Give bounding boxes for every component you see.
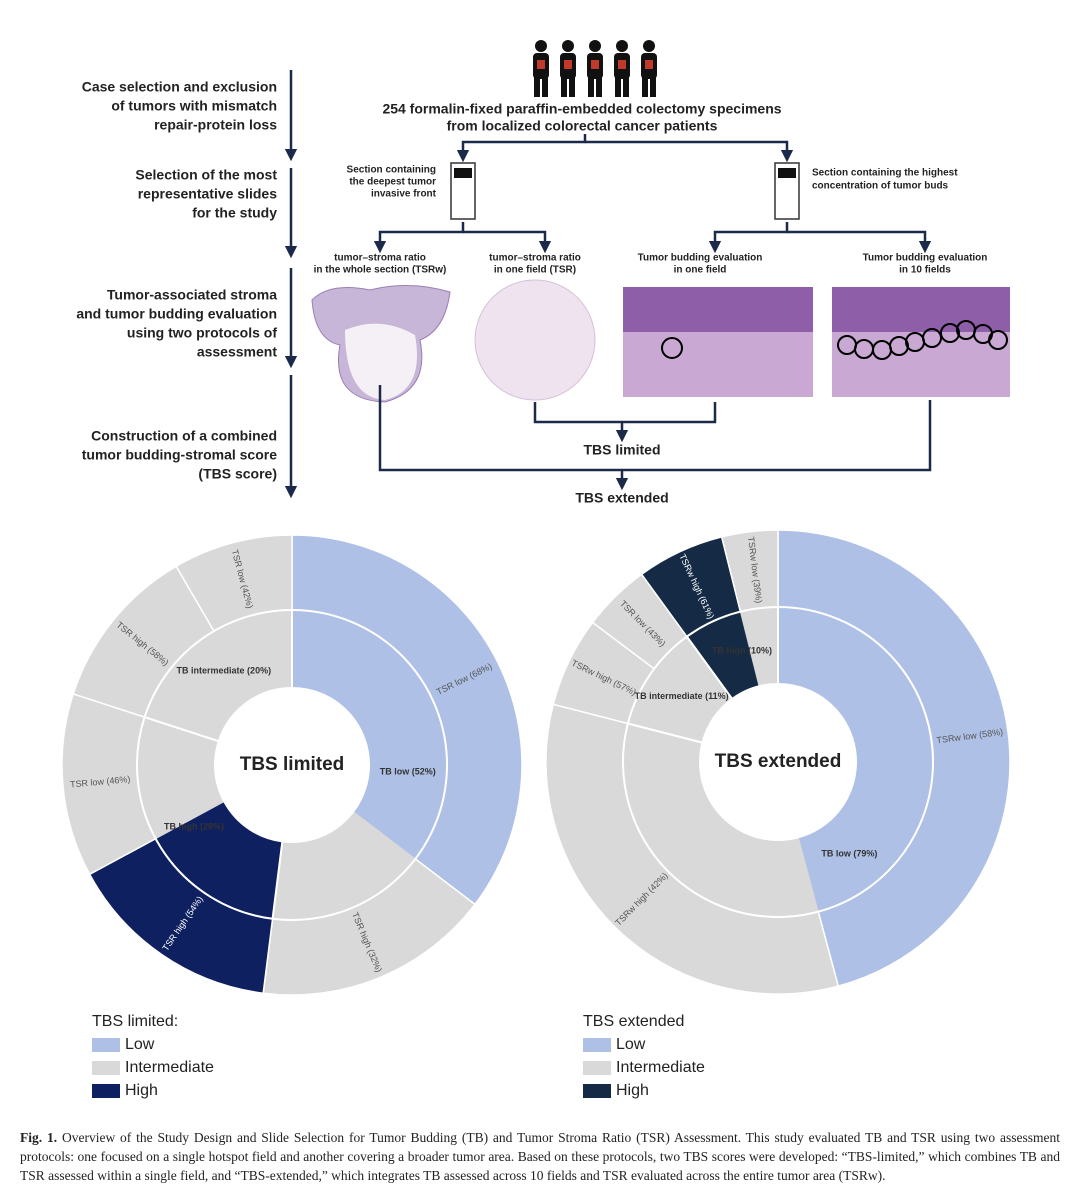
tissue-images xyxy=(311,279,1010,403)
step-text: Construction of a combined xyxy=(91,428,277,444)
evaluation-label: in the whole section (TSRw) xyxy=(314,265,447,276)
step-text: (TBS score) xyxy=(198,466,277,482)
legend-swatch xyxy=(92,1084,120,1098)
step-text: representative slides xyxy=(138,186,278,202)
legend-label: Low xyxy=(125,1036,155,1053)
section-label: the deepest tumor xyxy=(349,177,436,188)
legend-swatch xyxy=(583,1038,611,1052)
score-label: TBS extended xyxy=(575,490,668,506)
section-label: invasive front xyxy=(371,189,437,200)
legend-label: High xyxy=(616,1082,649,1099)
segment-label: TB intermediate (20%) xyxy=(177,666,272,676)
step-text: of tumors with mismatch xyxy=(111,98,277,114)
step-text: Selection of the most xyxy=(135,167,277,183)
section-label: concentration of tumor buds xyxy=(812,181,949,192)
evaluation-label: tumor–stroma ratio xyxy=(489,253,581,264)
score-label: TBS limited xyxy=(583,442,660,458)
legend-label: Low xyxy=(616,1036,646,1053)
slide-icons xyxy=(450,162,800,220)
step-text: using two protocols of xyxy=(127,325,277,341)
step-text: and tumor budding evaluation xyxy=(76,306,277,322)
step-text: assessment xyxy=(197,344,278,360)
legend-title: TBS extended xyxy=(583,1013,684,1030)
caption-label: Fig. 1. xyxy=(20,1130,58,1145)
evaluation-label: Tumor budding evaluation xyxy=(638,253,763,264)
caption-text: Overview of the Study Design and Slide S… xyxy=(20,1130,1060,1183)
section-label: Section containing the highest xyxy=(812,168,958,179)
score-arrows xyxy=(378,385,932,491)
evaluation-label: in one field (TSR) xyxy=(494,265,576,276)
segment-label: TB high (28%) xyxy=(164,822,224,832)
evaluation-label: Tumor budding evaluation xyxy=(863,253,988,264)
segment-label: TB intermediate (11%) xyxy=(635,691,729,701)
center-hole xyxy=(215,688,369,842)
legend-swatch xyxy=(583,1061,611,1075)
patient-icons xyxy=(533,40,657,97)
branch-arrows xyxy=(373,134,932,254)
caption: Fig. 1. Overview of the Study Design and… xyxy=(20,1128,1060,1185)
legend-swatch xyxy=(92,1061,120,1075)
legend-swatch xyxy=(583,1084,611,1098)
step-text: tumor budding-stromal score xyxy=(82,447,277,463)
segment-label: TB low (79%) xyxy=(821,848,877,858)
step-text: Case selection and exclusion xyxy=(82,79,277,95)
segment-label: TB high (10%) xyxy=(712,646,772,656)
center-label: TBS limited xyxy=(240,754,345,775)
step-text: Tumor-associated stroma xyxy=(107,287,277,303)
evaluation-label: in 10 fields xyxy=(899,265,951,276)
evaluation-label: tumor–stroma ratio xyxy=(334,253,426,264)
cohort-text: from localized colorectal cancer patient… xyxy=(447,118,718,134)
center-hole xyxy=(700,684,856,840)
diagram: TBS limited TBS extended Case selection … xyxy=(61,40,1011,1099)
center-label: TBS extended xyxy=(715,751,842,772)
legend-label: Intermediate xyxy=(125,1059,214,1076)
legend-swatch xyxy=(92,1038,120,1052)
section-label: Section containing xyxy=(347,165,436,176)
legend-label: High xyxy=(125,1082,158,1099)
step-text: for the study xyxy=(192,205,277,221)
evaluation-label: in one field xyxy=(674,265,727,276)
step-text: repair-protein loss xyxy=(154,117,277,133)
legend-label: Intermediate xyxy=(616,1059,705,1076)
cohort-text: 254 formalin-fixed paraffin-embedded col… xyxy=(382,101,781,117)
segment-label: TB low (52%) xyxy=(380,767,436,777)
legend-title: TBS limited: xyxy=(92,1013,178,1030)
